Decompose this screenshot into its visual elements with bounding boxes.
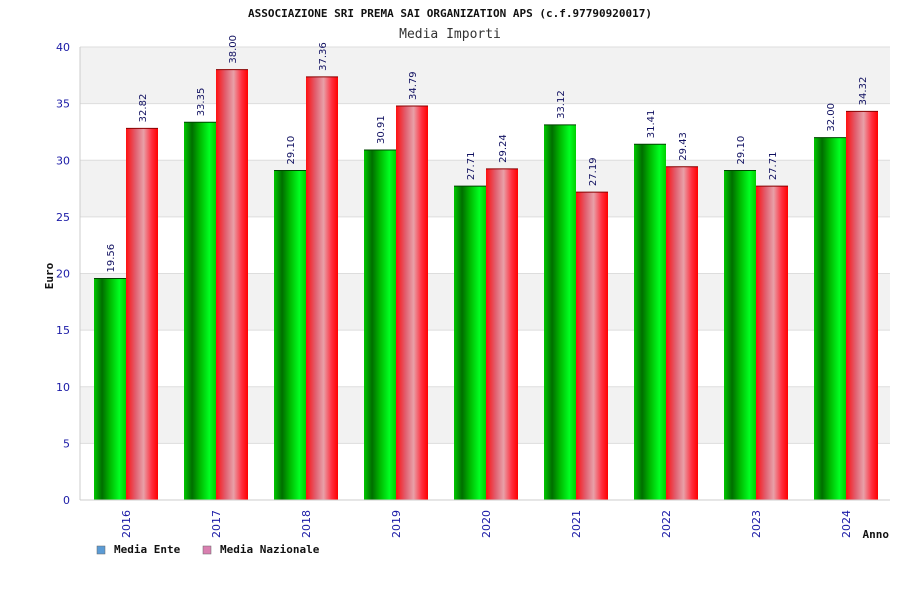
bar-media-ente-2016	[94, 278, 126, 500]
chart-title: ASSOCIAZIONE SRI PREMA SAI ORGANIZATION …	[248, 7, 652, 20]
bar-media-ente-2024	[814, 137, 846, 500]
x-tick-label: 2021	[570, 510, 583, 538]
data-label: 32.00	[826, 103, 837, 132]
y-tick-label: 25	[56, 211, 70, 224]
chart-subtitle: Media Importi	[399, 27, 501, 42]
data-label: 30.91	[376, 115, 387, 144]
x-tick-label: 2024	[840, 510, 853, 538]
bar-media-nazionale-2022	[666, 166, 698, 500]
data-label: 33.12	[556, 90, 567, 119]
x-tick-label: 2016	[120, 510, 133, 538]
x-tick-label: 2022	[660, 510, 673, 538]
bars-layer	[94, 69, 878, 501]
x-tick-label: 2018	[300, 510, 313, 538]
bar-media-nazionale-2023	[756, 186, 788, 500]
data-label: 29.10	[736, 136, 747, 165]
bar-media-nazionale-2017	[216, 69, 248, 501]
bar-media-ente-2018	[274, 170, 306, 500]
bar-media-nazionale-2021	[576, 192, 608, 501]
bar-media-nazionale-2019	[396, 106, 428, 501]
x-axis-label: Anno	[863, 528, 890, 541]
y-tick-label: 20	[56, 268, 70, 281]
y-tick-label: 30	[56, 154, 70, 167]
grid-band	[80, 47, 890, 104]
x-tick-label: 2019	[390, 510, 403, 538]
y-axis-ticks: 0 5 10 15 20 25 30 35 40	[56, 41, 70, 507]
y-tick-label: 40	[56, 41, 70, 54]
bar-media-ente-2023	[724, 170, 756, 500]
bar-media-ente-2021	[544, 124, 576, 500]
legend-label: Media Nazionale	[220, 543, 320, 556]
legend-label: Media Ente	[114, 543, 181, 556]
y-tick-label: 15	[56, 324, 70, 337]
data-label: 29.24	[498, 134, 509, 163]
bar-media-nazionale-2024	[846, 111, 878, 501]
data-label: 34.79	[408, 71, 419, 100]
legend-swatch	[202, 545, 212, 555]
data-label: 27.71	[768, 152, 779, 181]
bar-media-nazionale-2020	[486, 168, 518, 500]
legend: Media Ente Media Nazionale	[96, 543, 320, 556]
bar-media-nazionale-2018	[306, 76, 338, 500]
y-tick-label: 10	[56, 381, 70, 394]
data-label: 38.00	[228, 35, 239, 64]
data-label: 29.43	[678, 132, 689, 161]
data-label: 31.41	[646, 110, 657, 139]
data-label: 33.35	[196, 88, 207, 117]
y-tick-label: 0	[63, 494, 70, 507]
x-axis-ticks: 2016 2017 2018 2019 2020 2021 2022 2023 2024	[120, 510, 853, 538]
x-tick-label: 2020	[480, 510, 493, 538]
bar-media-ente-2022	[634, 144, 666, 501]
x-tick-label: 2017	[210, 510, 223, 538]
y-axis-label: Euro	[43, 262, 56, 289]
data-label: 27.71	[466, 152, 477, 181]
y-tick-label: 35	[56, 98, 70, 111]
legend-swatch	[96, 545, 106, 555]
data-label: 19.56	[106, 244, 117, 273]
data-label: 27.19	[588, 157, 599, 186]
bar-media-ente-2017	[184, 122, 216, 500]
bar-media-ente-2020	[454, 186, 486, 500]
bar-media-ente-2019	[364, 149, 396, 500]
x-tick-label: 2023	[750, 510, 763, 538]
y-tick-label: 5	[63, 437, 70, 450]
data-labels-layer: 19.56 32.82 33.35 38.00 29.10 37.36 30.91 34.79…	[106, 35, 869, 272]
data-label: 29.10	[286, 136, 297, 165]
data-label: 32.82	[138, 94, 149, 123]
bar-media-nazionale-2016	[126, 128, 158, 500]
data-label: 37.36	[318, 42, 329, 71]
data-label: 34.32	[858, 77, 869, 106]
